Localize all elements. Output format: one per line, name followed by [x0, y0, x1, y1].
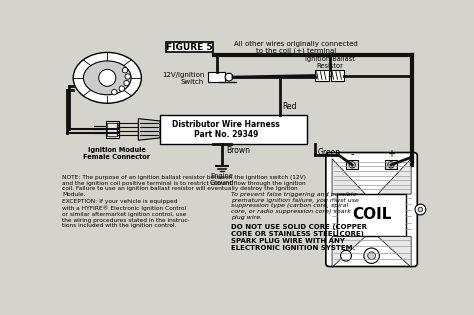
- Circle shape: [225, 73, 233, 81]
- Circle shape: [368, 252, 375, 260]
- Text: COIL: COIL: [352, 207, 391, 222]
- Text: 12V/Ignition
Switch: 12V/Ignition Switch: [162, 72, 204, 85]
- Circle shape: [364, 248, 379, 263]
- Text: EXCEPTION: If your vehicle is equipped
with a HYFIRE® Electronic Ignition Contro: EXCEPTION: If your vehicle is equipped w…: [63, 199, 190, 228]
- Circle shape: [341, 250, 351, 261]
- Text: Engine
Ground: Engine Ground: [210, 173, 234, 186]
- Bar: [346, 160, 358, 169]
- Text: DO NOT USE SOLID CORE (COPPER
CORE OR STAINLESS STEEL CORE)
SPARK PLUG WIRE WITH: DO NOT USE SOLID CORE (COPPER CORE OR ST…: [231, 224, 367, 251]
- Text: Distributor Wire Harness
Part No. 29349: Distributor Wire Harness Part No. 29349: [172, 120, 280, 139]
- Text: Red: Red: [283, 102, 297, 111]
- Circle shape: [122, 67, 128, 73]
- Circle shape: [99, 69, 116, 86]
- Bar: [208, 72, 225, 83]
- Circle shape: [415, 204, 426, 215]
- Circle shape: [418, 207, 423, 212]
- Bar: [106, 121, 119, 138]
- Polygon shape: [378, 159, 411, 194]
- Text: Brown: Brown: [226, 146, 250, 155]
- Bar: [107, 123, 118, 136]
- Text: FIGURE 5: FIGURE 5: [166, 43, 213, 52]
- Text: Ignition Module
Female Connector: Ignition Module Female Connector: [83, 147, 150, 160]
- Text: +: +: [387, 149, 395, 159]
- Polygon shape: [138, 119, 160, 140]
- Bar: [330, 70, 345, 81]
- Polygon shape: [378, 237, 411, 267]
- Polygon shape: [332, 237, 365, 267]
- Text: Green: Green: [317, 148, 340, 157]
- Circle shape: [388, 162, 394, 168]
- Bar: [160, 115, 307, 144]
- FancyBboxPatch shape: [326, 152, 417, 266]
- Circle shape: [119, 86, 125, 91]
- Circle shape: [124, 80, 129, 86]
- Text: -: -: [350, 149, 354, 159]
- Text: To prevent false triggering and possible
premature ignition failure, you must us: To prevent false triggering and possible…: [231, 192, 359, 220]
- Ellipse shape: [83, 61, 131, 95]
- Bar: [315, 70, 329, 81]
- Text: Ignition Ballast
Resistor: Ignition Ballast Resistor: [305, 56, 355, 69]
- Circle shape: [125, 74, 130, 79]
- Circle shape: [111, 89, 117, 95]
- Bar: [385, 160, 397, 169]
- Bar: [337, 194, 406, 237]
- Bar: [166, 42, 213, 52]
- Text: All other wires originally connected
to the coil (+) terminal: All other wires originally connected to …: [234, 41, 357, 54]
- Polygon shape: [332, 159, 365, 194]
- Ellipse shape: [73, 52, 141, 103]
- Text: NOTE: The purpose of an ignition ballast resistor between the ignition switch (1: NOTE: The purpose of an ignition ballast…: [63, 175, 306, 197]
- Circle shape: [349, 162, 356, 168]
